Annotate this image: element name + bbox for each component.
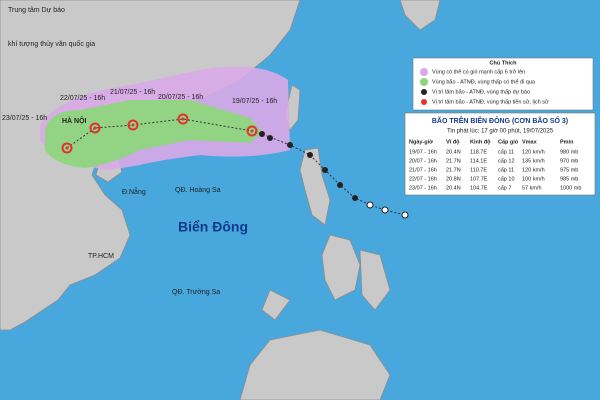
- past-low: [366, 201, 374, 209]
- column-header: Vĩ độ: [446, 139, 460, 145]
- table-cell: cấp 11: [498, 167, 514, 173]
- table-cell: 120 km/h: [522, 149, 545, 155]
- table-cell: 980 mb: [560, 149, 578, 155]
- table-cell: 100 km/h: [522, 176, 545, 182]
- legend: [412, 57, 594, 111]
- table-cell: 1000 mb: [560, 185, 581, 191]
- forecast-center: [177, 113, 189, 125]
- bulletin: [404, 112, 596, 196]
- place-label: QĐ. Trường Sa: [172, 289, 220, 296]
- table-cell: 19/07 - 16h: [409, 149, 437, 155]
- column-header: Kinh độ: [470, 139, 491, 145]
- past-center: [322, 167, 328, 173]
- table-cell: 57 km/h: [522, 185, 542, 191]
- table-cell: 20/07 - 16h: [409, 158, 437, 164]
- agency: Trung tâm Dự báo: [8, 7, 65, 14]
- table-cell: cấp 12: [498, 158, 515, 164]
- column-header: Cấp gió: [498, 138, 519, 145]
- table-cell: 20.4N: [446, 185, 461, 191]
- track-label: 21/07/25 - 16h: [110, 89, 155, 96]
- table-cell: 114.1E: [470, 158, 487, 164]
- table-cell: 120 km/h: [522, 167, 545, 173]
- table-cell: 21/07 - 16h: [409, 167, 437, 173]
- track-label: 20/07/25 - 16h: [158, 94, 203, 101]
- storm-track: [66, 118, 406, 216]
- place-label: HÀ NỘI: [62, 116, 87, 125]
- past-low: [381, 206, 389, 214]
- forecast-center: [61, 142, 73, 154]
- table-cell: 118.7E: [470, 149, 487, 155]
- table-cell: cấp 11: [498, 149, 514, 155]
- table-cell: 23/07 - 16h: [409, 185, 437, 191]
- place-label: QĐ. Hoàng Sa: [175, 187, 221, 194]
- forecast-center: [127, 119, 139, 131]
- forecast-center-dot: [181, 117, 185, 121]
- table-cell: 970 mb: [560, 158, 578, 164]
- past-center: [259, 131, 265, 137]
- table-cell: 135 km/h: [522, 158, 545, 164]
- table-cell: 21.7N: [446, 158, 461, 164]
- track-label: 23/07/25 - 16h: [2, 115, 47, 122]
- table-cell: cấp 10: [498, 176, 515, 182]
- place-label: Biển Đông: [178, 219, 248, 235]
- past-center: [287, 142, 293, 148]
- legend-title: Chú Thích: [490, 60, 518, 66]
- place-label: Đ.Nẵng: [122, 187, 146, 196]
- table-cell: 21.7N: [446, 167, 461, 173]
- past-center: [307, 152, 313, 158]
- bulletin-issued: Tin phát lúc: 17 giờ 00 phút, 19/07/2025: [447, 129, 554, 135]
- table-cell: 22/07 - 16h: [409, 176, 437, 182]
- column-header: Vmax: [522, 139, 538, 145]
- legend-item: Vùng bão - ATNĐ, vùng thấp có thể đi qua: [432, 78, 536, 85]
- forecast-center: [89, 122, 101, 134]
- storm-cone: [45, 100, 262, 168]
- table-cell: 107.7E: [470, 176, 488, 182]
- bulletin-title: BÃO TRÊN BIỂN ĐÔNG (CƠN BÃO SỐ 3): [432, 115, 568, 125]
- table-cell: cấp 7: [498, 185, 511, 191]
- legend-item: Vị trí tâm bão - ATNĐ, vùng thấp dự báo: [432, 89, 530, 95]
- past-low: [401, 211, 409, 219]
- column-header: Ngày-giờ: [409, 139, 433, 145]
- past-center: [352, 195, 358, 201]
- table-cell: 20.8N: [446, 176, 461, 182]
- table-cell: 975 mb: [560, 167, 578, 173]
- forecast-center-dot: [250, 129, 254, 133]
- column-header: Pmin: [560, 139, 574, 145]
- past-center: [267, 135, 273, 141]
- table-cell: 20.4N: [446, 149, 461, 155]
- past-center: [337, 182, 343, 188]
- legend-item: Vị trí tâm bão - ATNĐ, vùng thấp tiền sử…: [432, 98, 549, 105]
- table-cell: 104.7E: [470, 185, 488, 191]
- track-label: 22/07/25 - 16h: [60, 95, 105, 102]
- table-cell: 110.7E: [470, 167, 487, 173]
- legend-item: Vùng có thể có gió mạnh cấp 6 trở lên: [432, 68, 525, 75]
- agency: khí tượng thủy văn quốc gia: [8, 39, 95, 48]
- table-cell: 985 mb: [560, 176, 578, 182]
- track-label: 19/07/25 - 16h: [232, 98, 277, 105]
- forecast-center-dot: [131, 123, 135, 127]
- forecast-center-dot: [65, 146, 69, 150]
- forecast-center-dot: [93, 126, 97, 130]
- place-label: TP.HCM: [88, 253, 114, 260]
- forecast-center: [246, 125, 258, 137]
